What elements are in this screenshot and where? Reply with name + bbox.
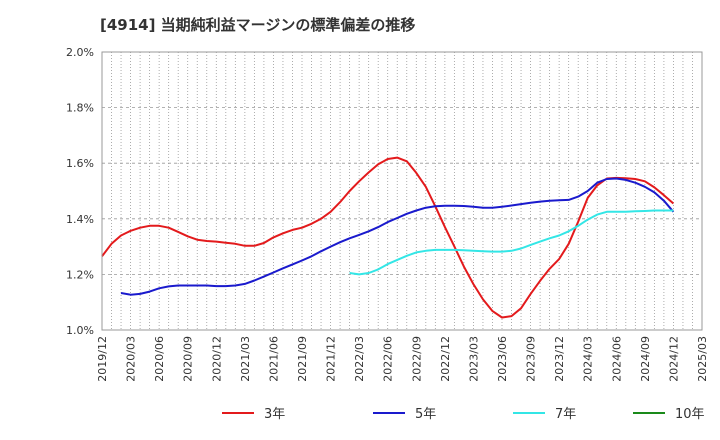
plot-frame	[101, 51, 703, 331]
legend-label: 7年	[555, 407, 576, 422]
x-tick-label: 2022/03	[353, 336, 366, 382]
y-tick-label: 1.2%	[66, 268, 94, 281]
legend-label: 3年	[264, 407, 285, 422]
legend: 3年 5年 7年 10年	[222, 407, 705, 422]
x-tick-label: 2022/09	[410, 336, 423, 382]
x-tick-label: 2025/03	[696, 336, 709, 382]
x-tick-label: 2021/06	[267, 336, 280, 382]
x-tick-label: 2019/12	[96, 336, 109, 382]
x-tick-label: 2022/12	[439, 336, 452, 382]
x-tick-label: 2024/06	[610, 336, 623, 382]
x-tick-label: 2020/06	[153, 336, 166, 382]
series-line-5年	[120, 177, 675, 296]
series-lines	[101, 156, 675, 319]
x-tick-label: 2023/12	[553, 336, 566, 382]
y-tick-label: 1.6%	[66, 157, 94, 170]
y-tick-label: 1.0%	[66, 324, 94, 337]
x-tick-label: 2023/06	[496, 336, 509, 382]
legend-label: 10年	[675, 407, 705, 422]
x-tick-label: 2021/12	[325, 336, 338, 382]
legend-label: 5年	[415, 407, 436, 422]
x-tick-label: 2022/06	[382, 336, 395, 382]
x-tick-label: 2024/12	[667, 336, 680, 382]
y-axis-ticks: 1.0% 1.2% 1.4% 1.6% 1.8% 2.0%	[66, 46, 94, 337]
y-tick-label: 2.0%	[66, 46, 94, 59]
x-axis-ticks: 2019/12 2020/03 2020/06 2020/09 2020/12 2021/…	[96, 336, 709, 382]
x-tick-label: 2020/12	[210, 336, 223, 382]
series-line-3年	[101, 156, 675, 319]
x-tick-label: 2024/03	[582, 336, 595, 382]
series-line-7年	[349, 209, 674, 276]
x-tick-label: 2023/03	[467, 336, 480, 382]
y-tick-label: 1.4%	[66, 213, 94, 226]
x-tick-label: 2020/09	[182, 336, 195, 382]
x-tick-label: 2021/03	[239, 336, 252, 382]
x-tick-label: 2020/03	[125, 336, 138, 382]
x-tick-label: 2021/09	[296, 336, 309, 382]
y-tick-label: 1.8%	[66, 102, 94, 115]
x-tick-label: 2023/09	[525, 336, 538, 382]
grid-lines	[102, 52, 702, 330]
chart-title: [4914] 当期純利益マージンの標準偏差の推移	[100, 16, 416, 34]
x-tick-label: 2024/09	[639, 336, 652, 382]
